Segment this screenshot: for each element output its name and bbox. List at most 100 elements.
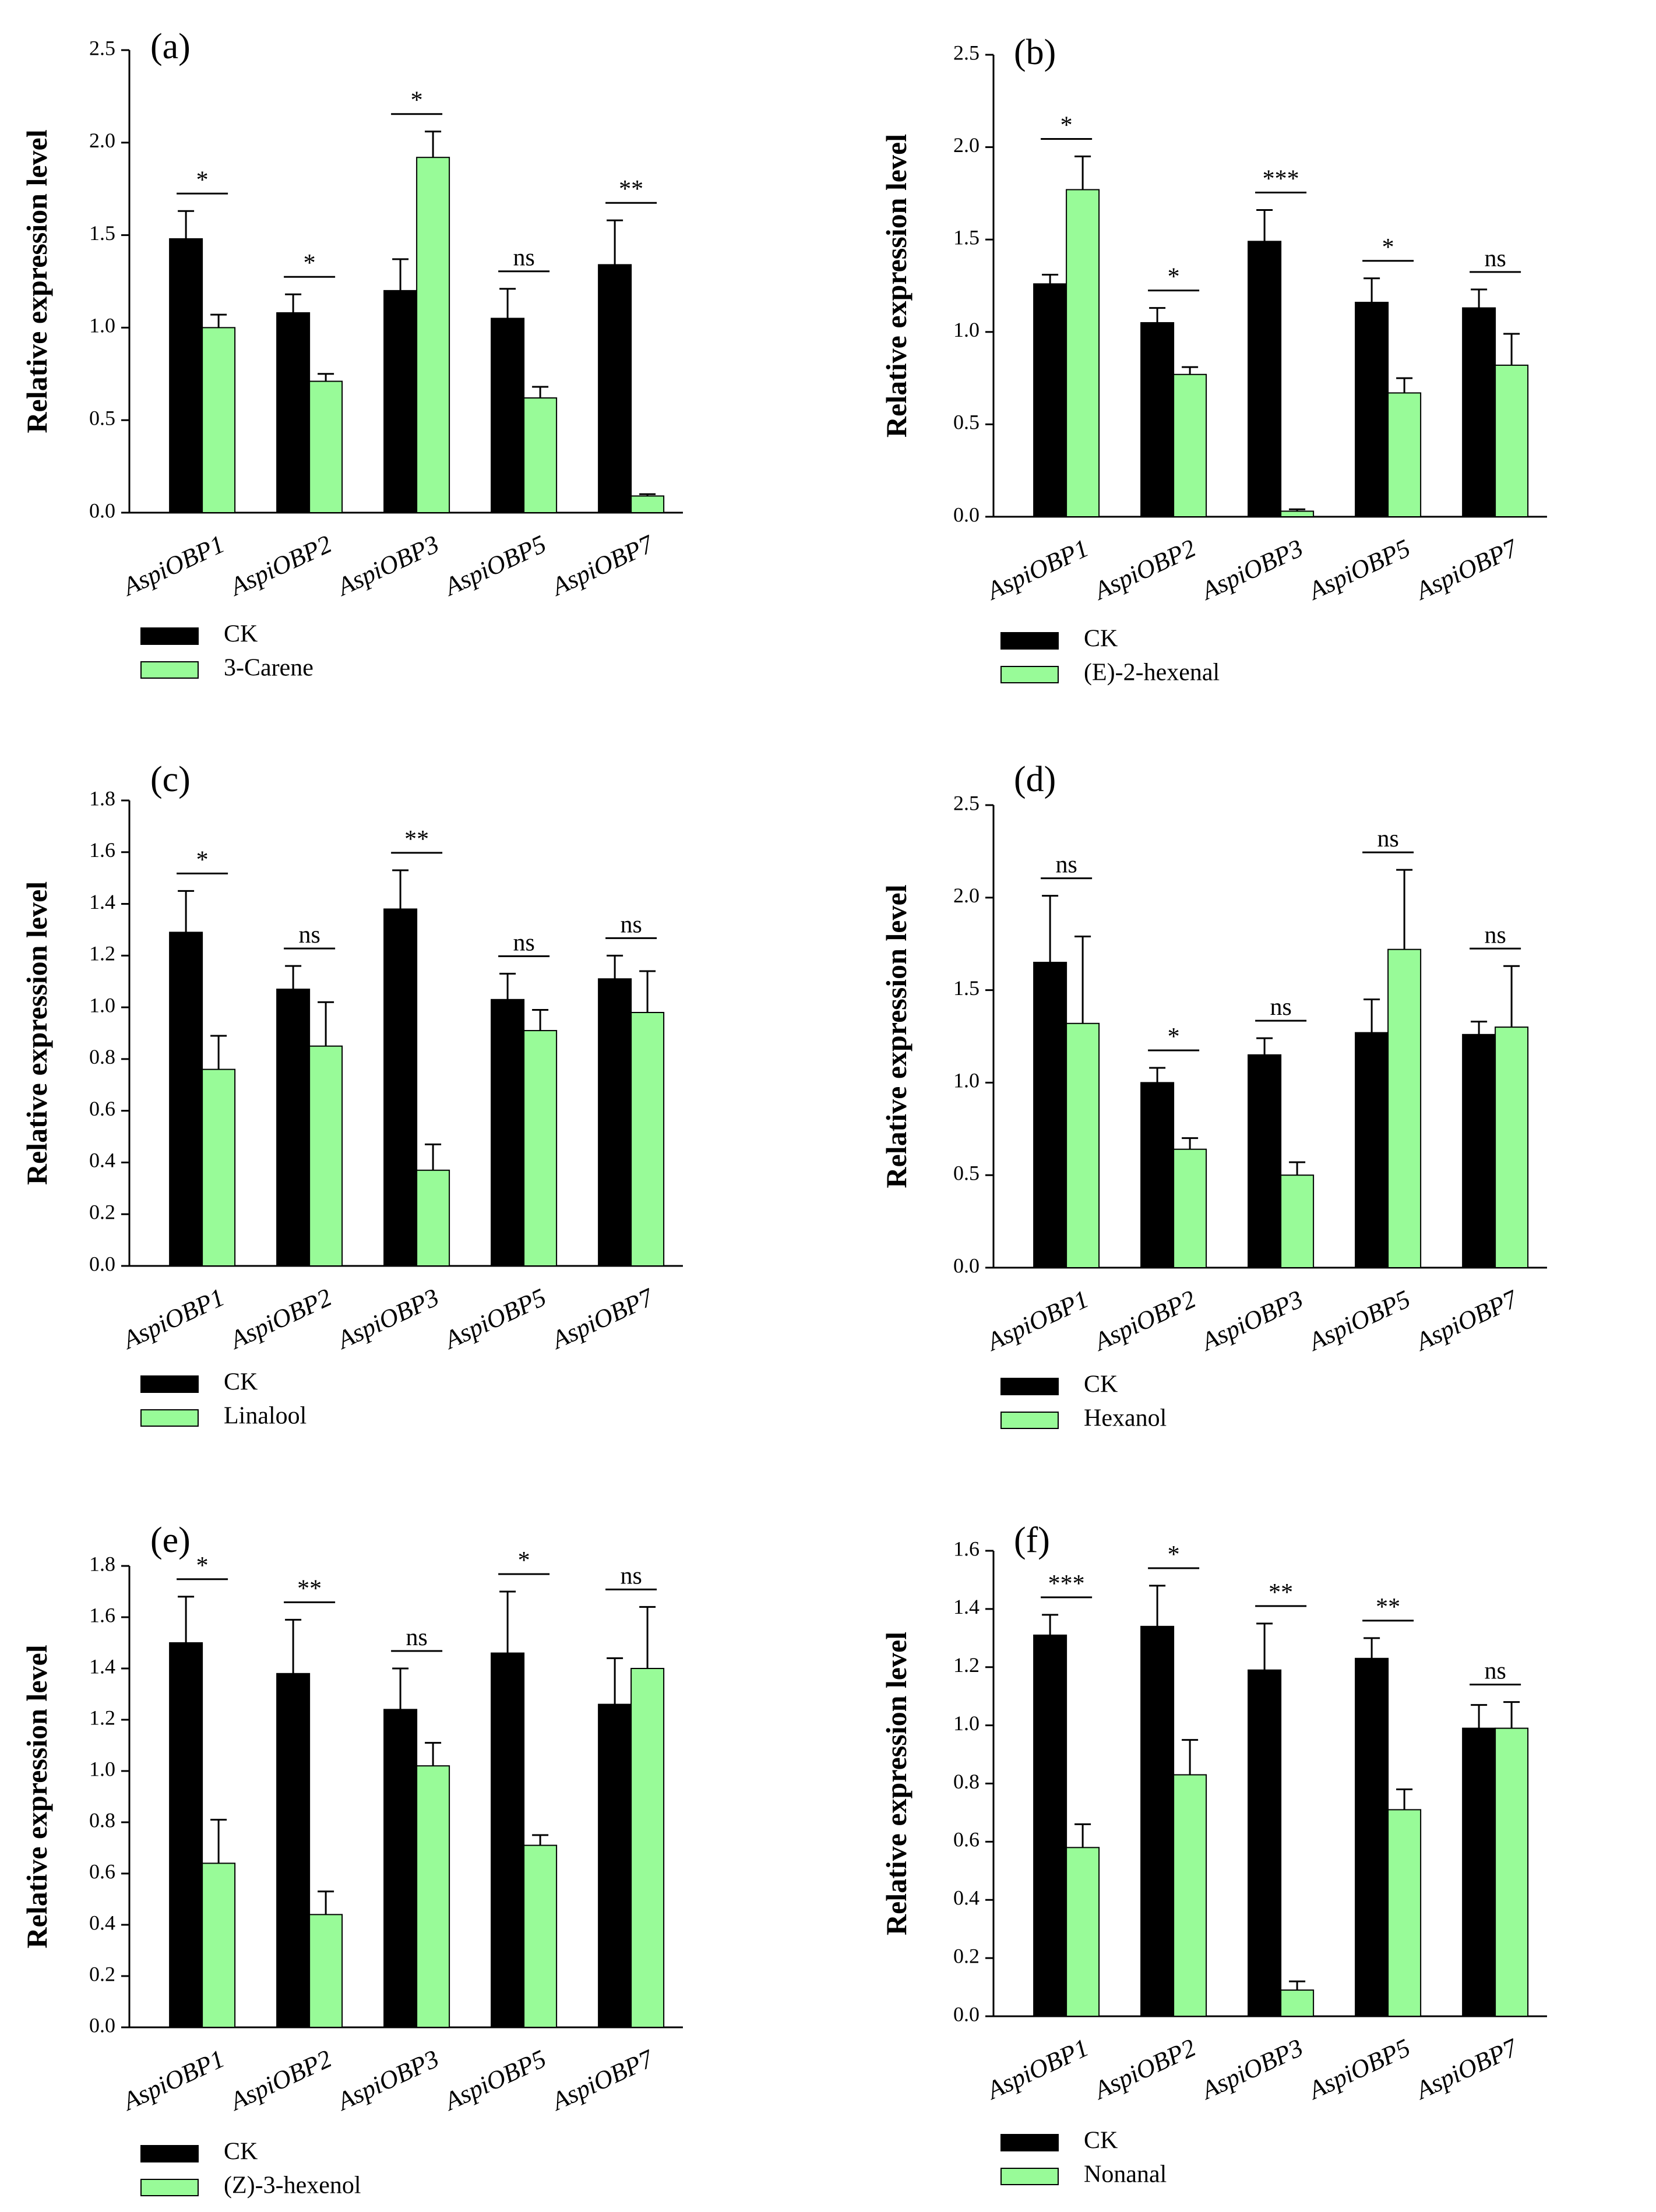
x-category-label: AspiOBP2 (224, 530, 336, 602)
error-bar-treatment (639, 1606, 656, 1668)
x-category-label: AspiOBP5 (439, 1283, 551, 1355)
bar-ck (598, 1703, 632, 2028)
error-bar-treatment (210, 313, 227, 328)
chart-panel: (b) Relative expression level 0.0 0.5 1.0 1.5… (880, 33, 1547, 686)
x-category-label: AspiOBP7 (1410, 533, 1523, 606)
significance-label: ns (620, 911, 642, 938)
error-bar-ck (178, 1596, 195, 1643)
bar-treatment (1495, 364, 1529, 517)
bar-treatment (523, 1030, 558, 1267)
significance-label: ** (1269, 1579, 1293, 1606)
legend-swatch-ck (1000, 1378, 1059, 1395)
x-category-label: AspiOBP3 (332, 530, 443, 602)
legend-label-treatment: (Z)-3-hexenol (224, 2172, 361, 2199)
legend-swatch-treatment (1000, 1412, 1059, 1429)
error-bar-treatment (639, 493, 656, 496)
y-tick-label: 1.5 (953, 225, 979, 249)
error-bar-treatment (1074, 155, 1091, 190)
bar-treatment (1173, 1148, 1207, 1268)
bar-ck (1248, 1669, 1282, 2017)
y-tick-label: 1.0 (89, 314, 115, 337)
y-tick-label: 0.0 (89, 499, 115, 522)
legend-label-ck: CK (224, 621, 258, 648)
significance-label: * (1168, 1541, 1180, 1568)
error-bar-treatment (1182, 366, 1199, 375)
significance-label: ns (406, 1624, 427, 1651)
error-bar-ck (499, 1590, 516, 1653)
x-category-label: AspiOBP7 (1410, 2033, 1523, 2105)
bar-treatment (1387, 392, 1422, 518)
panel-label: (d) (1014, 760, 1056, 799)
bar-ck (1033, 961, 1067, 1268)
bar-treatment (1387, 1809, 1422, 2017)
y-tick-label: 0.6 (953, 1828, 979, 1851)
error-bar-ck (1363, 277, 1380, 303)
bar-ck (276, 1673, 311, 2028)
y-tick-label: 0.8 (953, 1770, 979, 1793)
legend-label-treatment: Nonanal (1084, 2161, 1167, 2188)
error-bar-ck (178, 890, 195, 933)
bar-ck (276, 989, 311, 1267)
error-bar-treatment (318, 373, 334, 382)
significance-label: ns (298, 922, 320, 948)
error-bar-ck (1042, 895, 1059, 962)
panel-label: (b) (1014, 33, 1056, 72)
bar-ck (1462, 1033, 1496, 1268)
legend-label-ck: CK (224, 1369, 258, 1396)
bar-treatment (1173, 1774, 1207, 2017)
bar-ck (169, 238, 203, 513)
y-axis-title: Relative expression level (20, 881, 53, 1185)
bar-ck (598, 978, 632, 1266)
legend-swatch-treatment (1000, 2168, 1059, 2185)
chart-panel: (a) Relative expression level 0.0 0.5 1.0 1.5… (20, 27, 683, 682)
bar-treatment (416, 1169, 450, 1266)
bar-ck (491, 1652, 525, 2028)
legend-label-ck: CK (1084, 2128, 1118, 2154)
bar-treatment (523, 1844, 558, 2028)
x-category-label: AspiOBP3 (1196, 1285, 1308, 1357)
x-category-label: AspiOBP1 (117, 2044, 229, 2116)
bar-treatment (1066, 1022, 1100, 1268)
error-bar-treatment (532, 386, 549, 398)
bar-ck (1140, 1625, 1175, 2017)
legend-label-treatment: Hexanol (1084, 1405, 1167, 1432)
error-bar-treatment (1074, 936, 1091, 1024)
significance-label: ns (513, 245, 534, 271)
y-tick-label: 1.0 (953, 1069, 979, 1092)
legend-swatch-ck (140, 2145, 199, 2162)
y-tick-label: 0.5 (89, 406, 115, 429)
bar-ck (1248, 241, 1282, 517)
error-bar-treatment (1289, 1980, 1306, 1991)
y-axis-title: Relative expression level (20, 1645, 53, 1948)
bar-ck (169, 932, 203, 1266)
y-tick-label: 0.2 (89, 1200, 115, 1223)
error-bar-ck (607, 954, 623, 979)
x-category-label: AspiOBP5 (439, 2044, 551, 2116)
bar-ck (169, 1642, 203, 2028)
legend-swatch-treatment (1000, 666, 1059, 683)
legend-label-treatment: 3-Carene (224, 655, 313, 682)
error-bar-ck (1363, 998, 1380, 1033)
error-bar-treatment (1503, 333, 1520, 365)
chart-panel: (f) Relative expression level 0.0 0.2 0.4 0.6… (880, 1520, 1547, 2188)
legend-swatch-treatment (140, 2179, 199, 2196)
y-tick-label: 1.6 (953, 1537, 979, 1560)
significance-label: ** (619, 176, 643, 203)
legend-label-ck: CK (1084, 1371, 1118, 1398)
y-axis-title: Relative expression level (880, 1632, 912, 1935)
y-tick-label: 1.6 (89, 1603, 115, 1627)
significance-label: ns (513, 929, 534, 956)
legend-swatch-ck (140, 1375, 199, 1393)
significance-label: * (1382, 234, 1394, 261)
bar-ck (1355, 302, 1389, 517)
chart-panel: (d) Relative expression level 0.0 0.5 1.0 1.5… (880, 760, 1547, 1432)
significance-label: ** (297, 1575, 322, 1602)
error-bar-ck (499, 972, 516, 1000)
error-bar-treatment (532, 1834, 549, 1846)
x-category-label: AspiOBP1 (117, 1283, 229, 1355)
x-category-label: AspiOBP1 (117, 530, 229, 602)
error-bar-treatment (639, 970, 656, 1012)
bar-ck (276, 312, 311, 513)
bar-ck (1140, 1082, 1175, 1269)
